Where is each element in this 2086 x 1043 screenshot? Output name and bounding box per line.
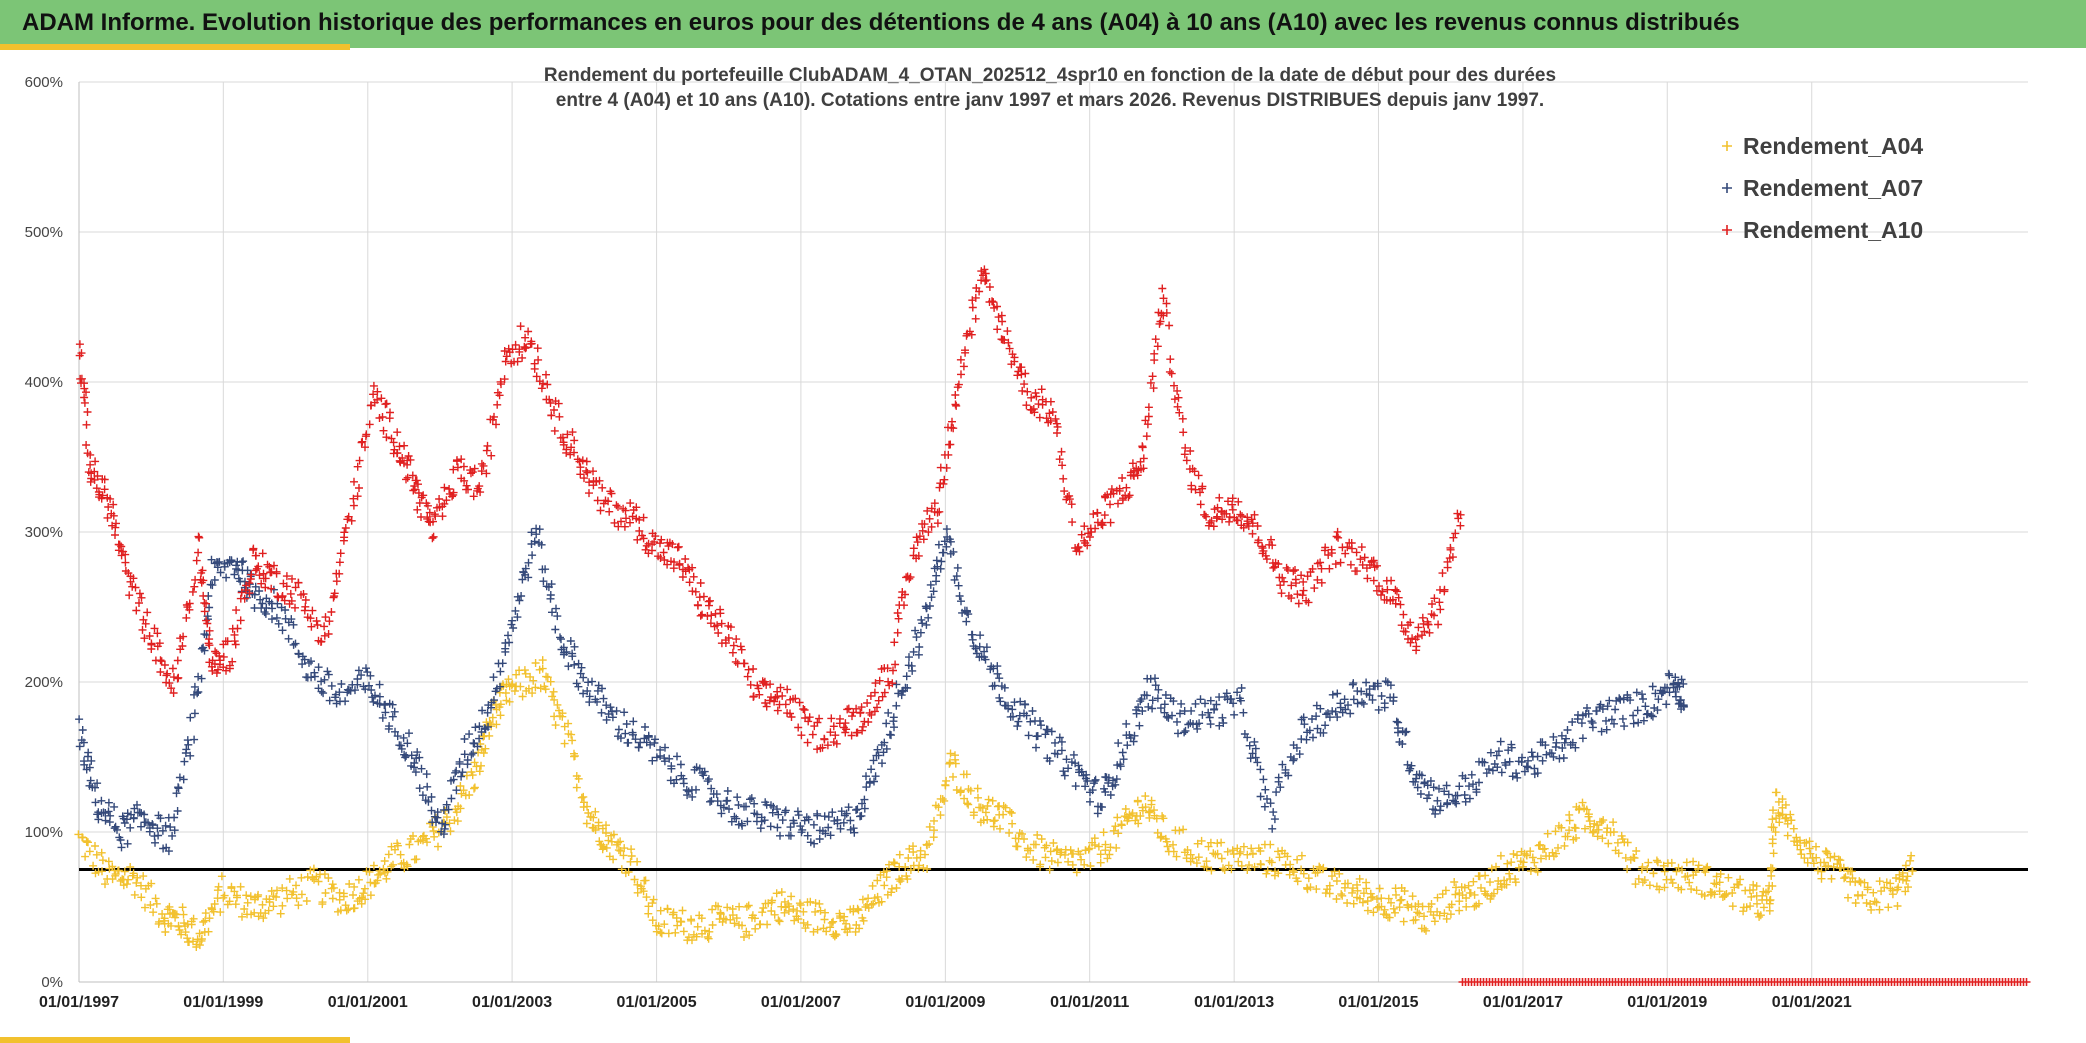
chart-title-line-1: Rendement du portefeuille ClubADAM_4_OTA… bbox=[544, 65, 1556, 86]
x-tick-label: 01/01/1997 bbox=[39, 994, 119, 1011]
chart-grid bbox=[78, 81, 2028, 983]
data-series-layer bbox=[74, 265, 1917, 951]
x-tick-label: 01/01/2005 bbox=[617, 994, 697, 1011]
x-tick-label: 01/01/2013 bbox=[1194, 994, 1274, 1011]
series-Rendement_A10 bbox=[75, 265, 1465, 754]
y-tick-label: 300% bbox=[25, 524, 63, 541]
x-tick-label: 01/01/2017 bbox=[1483, 994, 1563, 1011]
x-tick-label: 01/01/2019 bbox=[1627, 994, 1707, 1011]
chart-title: Rendement du portefeuille ClubADAM_4_OTA… bbox=[544, 65, 1556, 111]
accent-bar-top bbox=[0, 44, 350, 50]
series-markers bbox=[75, 265, 1465, 754]
report-title: ADAM Informe. Evolution historique des p… bbox=[22, 9, 1740, 36]
performance-scatter-chart: 0% 100% 200% 300% 400% 500% 600% 01/01/1997 01/0… bbox=[25, 65, 2031, 1011]
series-Rendement_A04 bbox=[74, 656, 1917, 951]
x-tick-label: 01/01/1999 bbox=[183, 994, 263, 1011]
legend-label: Rendement_A10 bbox=[1743, 217, 1923, 243]
legend-marker bbox=[1722, 183, 1732, 193]
x-tick-label: 01/01/2001 bbox=[328, 994, 408, 1011]
chart-legend: Rendement_A04 Rendement_A07 Rendement_A10 bbox=[1722, 133, 1923, 243]
x-tick-label: 01/01/2003 bbox=[472, 994, 552, 1011]
y-tick-label: 400% bbox=[25, 374, 63, 391]
y-tick-label: 200% bbox=[25, 674, 63, 691]
x-tick-label: 01/01/2015 bbox=[1338, 994, 1418, 1011]
legend-marker bbox=[1722, 141, 1732, 151]
report-header-banner: ADAM Informe. Evolution historique des p… bbox=[0, 0, 2086, 48]
series-Rendement_A07 bbox=[75, 524, 1688, 856]
legend-marker bbox=[1722, 225, 1732, 235]
y-tick-label: 600% bbox=[25, 74, 63, 91]
y-tick-label: 0% bbox=[41, 974, 63, 991]
legend-label: Rendement_A07 bbox=[1743, 175, 1923, 201]
x-tick-label: 01/01/2007 bbox=[761, 994, 841, 1011]
accent-bar-bottom bbox=[0, 1037, 350, 1043]
x-tick-label: 01/01/2011 bbox=[1050, 994, 1129, 1011]
legend-label: Rendement_A04 bbox=[1743, 133, 1923, 159]
y-tick-label: 100% bbox=[25, 824, 63, 841]
a10-zero-band-markers bbox=[1458, 978, 2031, 986]
series-markers bbox=[74, 656, 1917, 951]
x-tick-label: 01/01/2009 bbox=[905, 994, 985, 1011]
x-tick-label: 01/01/2021 bbox=[1772, 994, 1852, 1011]
chart-title-line-2: entre 4 (A04) et 10 ans (A10). Cotations… bbox=[556, 90, 1544, 111]
y-tick-label: 500% bbox=[25, 224, 63, 241]
series-markers bbox=[75, 524, 1688, 856]
axis-tick-labels: 0% 100% 200% 300% 400% 500% 600% 01/01/1997 01/0… bbox=[25, 74, 1852, 1011]
date-range-band bbox=[1458, 978, 2031, 986]
